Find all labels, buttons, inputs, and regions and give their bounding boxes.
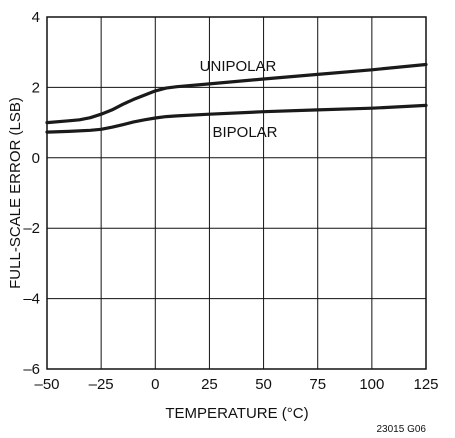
series-line-bipolar: [45, 103, 428, 134]
y-tick-label: –4: [23, 291, 40, 308]
x-tick-label: 25: [201, 376, 218, 393]
x-tick-label: 75: [309, 376, 326, 393]
x-tick-label: –50: [34, 376, 59, 393]
x-tick-label: 50: [255, 376, 272, 393]
y-tick-label: 2: [32, 79, 40, 96]
series-line-unipolar: [45, 62, 428, 125]
x-tick-label: 125: [413, 376, 438, 393]
y-tick-label: 0: [32, 150, 40, 167]
series-label-unipolar: UNIPOLAR: [200, 58, 277, 75]
series-label-bipolar: BIPOLAR: [212, 124, 277, 141]
x-tick-label: –25: [89, 376, 114, 393]
x-tick-label: 100: [359, 376, 384, 393]
tick-label-layer: –50 –25 0 25 50 75 100 125 –6 –4 –2 0 2 4: [23, 9, 438, 393]
series-layer: [45, 62, 428, 134]
plot-frame: [46, 16, 427, 370]
y-tick-label: –2: [23, 220, 40, 237]
x-axis-title: TEMPERATURE (°C): [165, 405, 308, 422]
figure-id: 23015 G06: [377, 424, 427, 435]
y-axis-title: FULL-SCALE ERROR (LSB): [7, 97, 24, 289]
y-tick-label: 4: [32, 9, 40, 26]
x-tick-label: 0: [151, 376, 159, 393]
y-tick-label: –6: [23, 361, 40, 378]
